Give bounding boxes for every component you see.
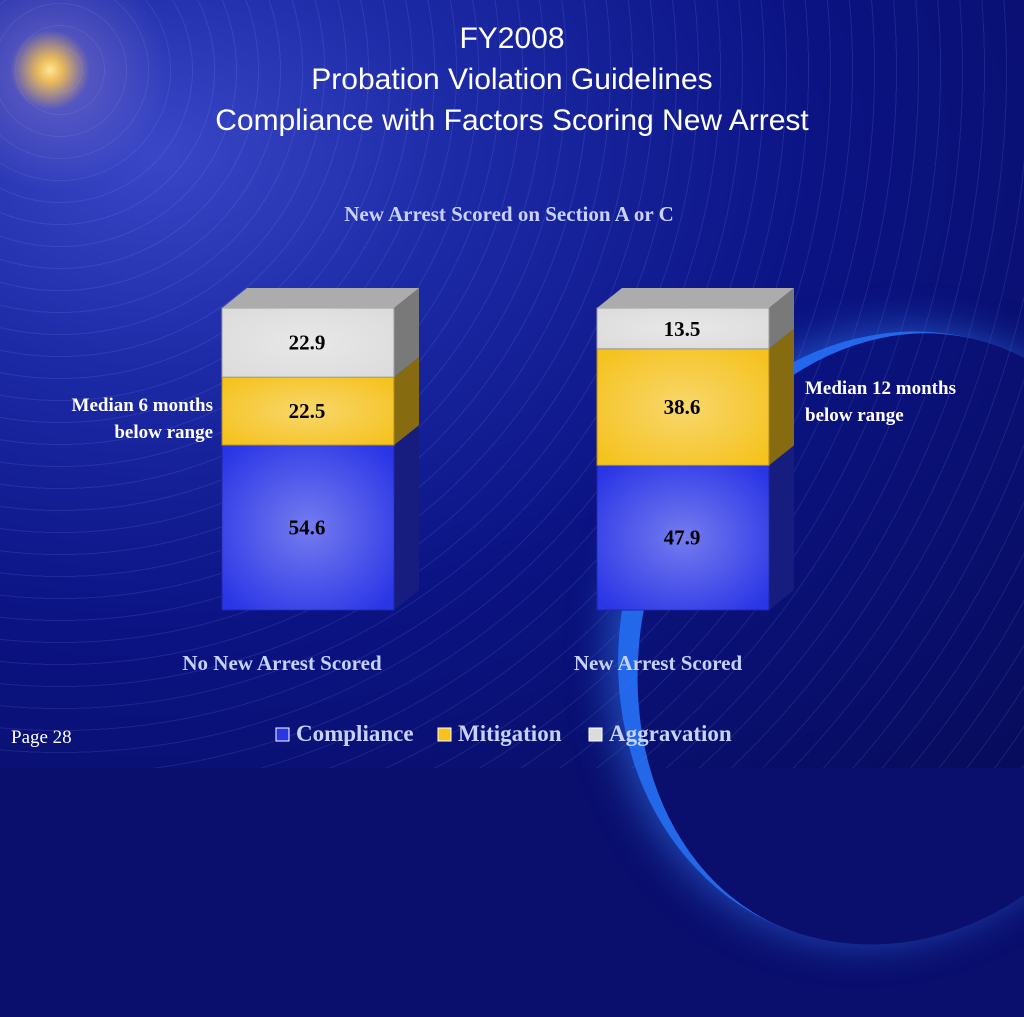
legend-swatch-compliance — [275, 727, 290, 742]
data-label-compliance-0: 54.6 — [289, 516, 326, 540]
bar-side-aggravation-1 — [769, 288, 794, 349]
legend-swatch-mitigation — [437, 727, 452, 742]
annotation-0: Median 6 months below range — [72, 395, 213, 443]
title-line-2: Probation Violation Guidelines — [311, 63, 713, 96]
bar-side-mitigation-0 — [394, 357, 419, 446]
page-number: Page 28 — [11, 727, 72, 748]
legend-label-mitigation: Mitigation — [458, 721, 562, 746]
legend-label-compliance: Compliance — [296, 721, 414, 746]
legend-label-aggravation: Aggravation — [609, 721, 732, 746]
bar-side-compliance-1 — [769, 445, 794, 610]
title-line-3: Compliance with Factors Scoring New Arre… — [215, 104, 809, 137]
bar-shine-compliance-1 — [597, 465, 769, 610]
bar-side-compliance-0 — [394, 425, 419, 610]
background-rings — [0, 0, 1024, 768]
bar-top-0 — [222, 288, 419, 308]
bar-shine-aggravation-0 — [222, 308, 394, 378]
bar-side-aggravation-0 — [394, 288, 419, 378]
bar-shine-mitigation-1 — [597, 348, 769, 466]
data-label-mitigation-1: 38.6 — [664, 395, 701, 419]
data-label-compliance-1: 47.9 — [664, 526, 701, 550]
stacked-bar-chart: New Arrest Scored on Section A or C 54.6… — [72, 202, 956, 746]
data-label-aggravation-1: 13.5 — [664, 317, 701, 341]
legend-swatch-aggravation — [588, 727, 603, 742]
bar-top-1 — [597, 288, 794, 308]
bar-shine-compliance-0 — [222, 445, 394, 610]
category-label-1: New Arrest Scored — [574, 651, 743, 675]
data-label-aggravation-0: 22.9 — [289, 331, 326, 355]
title-line-1: FY2008 — [459, 22, 565, 55]
annotation-1: Median 12 months below range — [805, 378, 956, 426]
bar-shine-mitigation-0 — [222, 377, 394, 446]
data-label-mitigation-0: 22.5 — [289, 399, 326, 423]
bar-side-mitigation-1 — [769, 328, 794, 466]
slide-title: FY2008 Probation Violation Guidelines Co… — [0, 18, 1024, 141]
category-label-0: No New Arrest Scored — [182, 651, 382, 675]
slide-background — [0, 0, 1024, 768]
chart-title: New Arrest Scored on Section A or C — [344, 202, 674, 226]
bar-shine-aggravation-1 — [597, 308, 769, 349]
